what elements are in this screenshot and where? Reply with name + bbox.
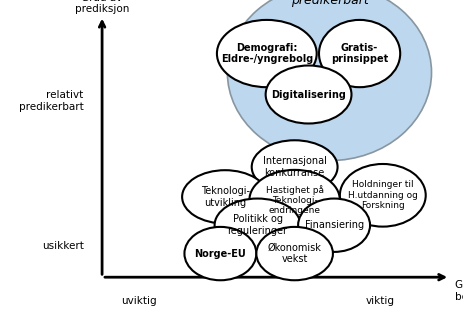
Text: Digitalisering: Digitalisering <box>270 89 345 100</box>
Text: predikerbart: predikerbart <box>290 0 368 7</box>
Text: relativt
predikerbart: relativt predikerbart <box>19 90 83 112</box>
Ellipse shape <box>256 227 332 280</box>
Text: usikkert: usikkert <box>42 241 83 251</box>
Ellipse shape <box>297 198 369 252</box>
Ellipse shape <box>251 140 337 194</box>
Text: Finansiering: Finansiering <box>304 220 363 230</box>
Ellipse shape <box>339 164 425 226</box>
Text: Norge-EU: Norge-EU <box>194 249 246 259</box>
Text: Grad av
prediksjon: Grad av prediksjon <box>75 0 129 14</box>
Ellipse shape <box>181 170 268 224</box>
Text: uviktig: uviktig <box>121 296 156 306</box>
Text: Holdninger til
H.utdanning og
Forskning: Holdninger til H.utdanning og Forskning <box>347 180 417 210</box>
Text: Økonomisk
vekst: Økonomisk vekst <box>267 243 321 264</box>
Text: Demografi:
Eldre-/yngrebolg: Demografi: Eldre-/yngrebolg <box>220 43 312 64</box>
Ellipse shape <box>214 198 300 252</box>
Text: Politikk og
reguleringer: Politikk og reguleringer <box>227 215 287 236</box>
Ellipse shape <box>217 20 316 87</box>
Ellipse shape <box>249 170 339 230</box>
Text: Hastighet på
Teknologi-
endringene: Hastighet på Teknologi- endringene <box>265 185 323 215</box>
Ellipse shape <box>227 0 431 161</box>
Text: Grad av
betydning: Grad av betydning <box>454 280 463 302</box>
Text: viktig: viktig <box>365 296 394 306</box>
Text: Teknologi-
utvikling: Teknologi- utvikling <box>200 186 249 208</box>
Text: Internasjonal
konkurranse: Internasjonal konkurranse <box>262 156 326 178</box>
Ellipse shape <box>184 227 256 280</box>
Text: Gratis-
prinsippet: Gratis- prinsippet <box>330 43 388 64</box>
Ellipse shape <box>319 20 399 87</box>
Ellipse shape <box>265 66 351 123</box>
